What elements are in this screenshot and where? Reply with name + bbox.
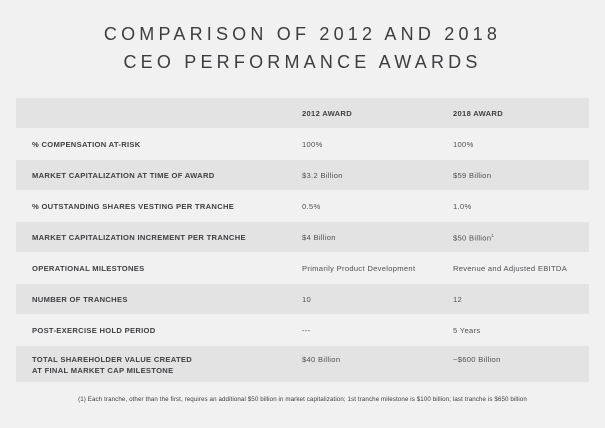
header-2012-award: 2012 AWARD bbox=[302, 108, 352, 118]
table-row: TOTAL SHAREHOLDER VALUE CREATED AT FINAL… bbox=[16, 346, 589, 382]
table-row: NUMBER OF TRANCHES 10 12 bbox=[16, 284, 589, 314]
row-2018-value: 1.0% bbox=[453, 201, 472, 211]
row-2018-value: 12 bbox=[453, 294, 463, 304]
row-2018-value-text: $50 Billion bbox=[453, 233, 492, 243]
row-label: MARKET CAPITALIZATION AT TIME OF AWARD bbox=[32, 170, 215, 180]
row-2012-value: $4 Billion bbox=[302, 232, 336, 242]
row-2012-value: $3.2 Billion bbox=[302, 170, 343, 180]
row-2018-value: $59 Billion bbox=[453, 170, 492, 180]
row-label: MARKET CAPITALIZATION INCREMENT PER TRAN… bbox=[32, 232, 246, 242]
footnote: (1) Each tranche, other than the first, … bbox=[78, 396, 527, 403]
table-row: MARKET CAPITALIZATION AT TIME OF AWARD $… bbox=[16, 160, 589, 190]
row-2012-value: $40 Billion bbox=[302, 355, 341, 364]
table-row: OPERATIONAL MILESTONES Primarily Product… bbox=[16, 253, 589, 283]
table-row: POST-EXERCISE HOLD PERIOD --- 5 Years bbox=[16, 315, 589, 345]
row-label: NUMBER OF TRANCHES bbox=[32, 294, 128, 304]
row-label-line-1: TOTAL SHAREHOLDER VALUE CREATED bbox=[32, 355, 193, 364]
row-label: TOTAL SHAREHOLDER VALUE CREATED AT FINAL… bbox=[32, 354, 192, 376]
row-2012-value: Primarily Product Development bbox=[302, 263, 416, 273]
footnote-marker: 1 bbox=[491, 233, 495, 239]
row-2018-value: Revenue and Adjusted EBITDA bbox=[453, 263, 568, 273]
title-line-1: COMPARISON OF 2012 AND 2018 bbox=[103, 24, 502, 44]
row-2018-value: $50 Billion1 bbox=[453, 230, 494, 244]
row-label: % OUTSTANDING SHARES VESTING PER TRANCHE bbox=[32, 201, 235, 211]
table-header-row: 2012 AWARD 2018 AWARD bbox=[16, 98, 589, 128]
page-title: COMPARISON OF 2012 AND 2018 CEO PERFORMA… bbox=[0, 20, 605, 76]
row-2018-value: ~$600 Billion bbox=[453, 355, 501, 364]
title-line-2: CEO PERFORMANCE AWARDS bbox=[123, 52, 482, 72]
row-label: % COMPENSATION AT-RISK bbox=[32, 139, 141, 149]
table-row: MARKET CAPITALIZATION INCREMENT PER TRAN… bbox=[16, 222, 589, 252]
row-2012-value: 100% bbox=[302, 139, 323, 149]
table-row: % COMPENSATION AT-RISK 100% 100% bbox=[16, 129, 589, 159]
row-2012-value: --- bbox=[302, 325, 311, 335]
row-2012-value: 0.5% bbox=[302, 201, 321, 211]
row-label: POST-EXERCISE HOLD PERIOD bbox=[32, 325, 156, 335]
comparison-table: 2012 AWARD 2018 AWARD % COMPENSATION AT-… bbox=[16, 98, 589, 383]
row-2012-value: 10 bbox=[302, 294, 312, 304]
row-2018-value: 5 Years bbox=[453, 325, 481, 335]
row-label: OPERATIONAL MILESTONES bbox=[32, 263, 145, 273]
table-row: % OUTSTANDING SHARES VESTING PER TRANCHE… bbox=[16, 191, 589, 221]
row-2018-value: 100% bbox=[453, 139, 474, 149]
row-label-line-2: AT FINAL MARKET CAP MILESTONE bbox=[32, 366, 174, 375]
header-2018-award: 2018 AWARD bbox=[453, 108, 503, 118]
